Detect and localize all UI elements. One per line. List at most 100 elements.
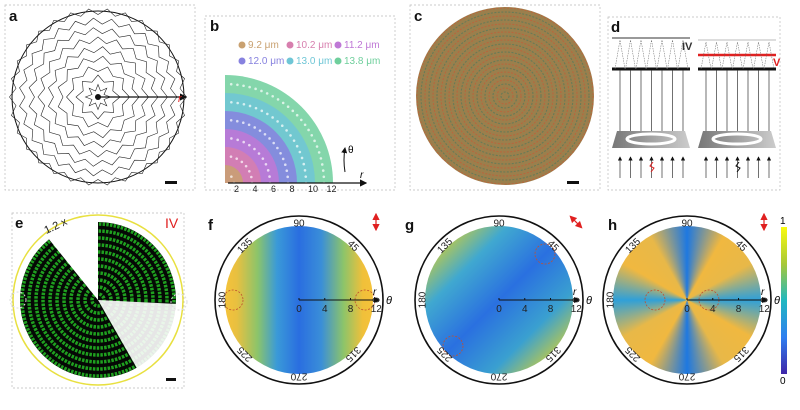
- meta-atom: [295, 113, 299, 117]
- r-tick-label: 12: [759, 304, 771, 315]
- meta-atom: [283, 163, 287, 167]
- ring: [424, 15, 586, 177]
- meta-atom: [268, 137, 271, 140]
- focused-beam: [656, 39, 668, 70]
- zigzag-ring: [66, 66, 130, 128]
- meta-atom: [321, 169, 325, 172]
- meta-atom: [230, 100, 233, 104]
- meta-atom: [236, 101, 239, 105]
- ring: [488, 79, 522, 113]
- cutout-wedge: [98, 300, 178, 370]
- metasurface-disk: [416, 7, 594, 185]
- annular-aperture: [711, 132, 763, 146]
- meta-atom: [265, 92, 269, 95]
- angle-label: 90: [681, 219, 693, 230]
- r-tick: 6: [271, 184, 276, 194]
- angle-label: 135: [623, 236, 643, 256]
- meta-atom: [299, 118, 303, 122]
- green-ring: [34, 236, 162, 364]
- focus-marker: [170, 293, 188, 311]
- legend-entry: 10.2 μm: [296, 40, 332, 51]
- ring: [472, 63, 538, 129]
- zigzag-ring: [48, 46, 149, 148]
- panel-b-quarter-disk: [225, 75, 333, 185]
- meta-atom: [276, 146, 279, 150]
- meta-atom: [248, 85, 251, 89]
- legend-entry: 13.8 μm: [344, 56, 380, 67]
- meta-atom: [241, 121, 245, 125]
- focused-beam: [667, 39, 678, 70]
- meta-atom: [292, 139, 296, 142]
- legend-swatch: [334, 57, 342, 65]
- angle-label: 180: [418, 291, 429, 308]
- zigzag-ring: [28, 27, 168, 167]
- meta-atom: [258, 129, 262, 132]
- panel-label-d: d: [611, 19, 620, 36]
- focused-beam: [635, 39, 647, 70]
- panel-label-e: e: [15, 215, 23, 232]
- green-ring: [27, 229, 169, 371]
- ring: [468, 59, 542, 133]
- meta-atom: [244, 164, 248, 168]
- meta-atom: [264, 163, 268, 166]
- meta-atom: [266, 112, 269, 116]
- meta-atom: [307, 128, 310, 132]
- legend-swatch: [238, 41, 246, 49]
- polarization-arrow-icon: [569, 215, 583, 229]
- panel-label-a: a: [9, 8, 18, 25]
- meta-atom: [313, 139, 316, 143]
- theta-label: θ: [774, 295, 780, 307]
- r-tick: 12: [327, 184, 337, 194]
- scale-bar: [567, 181, 579, 184]
- meta-atom: [280, 124, 284, 128]
- meta-atom: [320, 163, 324, 166]
- theta-label: θ: [586, 295, 592, 307]
- colorbar: [781, 227, 787, 374]
- green-ring: [41, 243, 155, 357]
- ring: [444, 35, 566, 157]
- r-tick-labels: 2 4 6 8 10 12: [234, 184, 337, 194]
- ring: [420, 11, 590, 181]
- r-tick-label: 4: [522, 304, 528, 315]
- meta-atom: [281, 101, 285, 105]
- ring: [448, 39, 562, 153]
- r-tick: 10: [308, 184, 318, 194]
- r-tick-label: 8: [348, 304, 354, 315]
- r-axis-label: r: [360, 170, 364, 181]
- meta-atom: [302, 162, 306, 166]
- r-axis-label: r: [761, 287, 765, 298]
- theta-arrow: [341, 147, 348, 173]
- legend-entry: 11.2 μm: [344, 40, 380, 51]
- meta-atom: [247, 123, 251, 127]
- ring: [440, 31, 570, 161]
- r-tick: 8: [290, 184, 295, 194]
- meta-atom: [276, 98, 280, 101]
- r-tick: 2: [234, 184, 239, 194]
- theta-label: θ: [386, 295, 392, 307]
- meta-atom: [242, 102, 246, 106]
- meta-atom: [300, 156, 304, 160]
- legend-entry: 12.0 μm: [248, 56, 284, 67]
- cutout-wedge: [48, 220, 98, 300]
- panel-d-frame: [607, 16, 781, 191]
- meta-atom: [303, 169, 307, 172]
- meta-atom: [263, 133, 267, 136]
- r-tick-label: 0: [496, 304, 502, 315]
- meta-atom: [261, 157, 265, 160]
- ring: [492, 83, 518, 109]
- colorbar-max: 1: [780, 216, 786, 227]
- meta-atom: [254, 106, 258, 110]
- zigzag-ring: [9, 8, 187, 186]
- angle-label: 225: [435, 344, 455, 364]
- r-tick-label: 8: [548, 304, 554, 315]
- focused-beam: [753, 41, 764, 70]
- meta-atom: [289, 134, 292, 137]
- panel-label-h: h: [608, 217, 617, 234]
- angle-label: 180: [218, 291, 229, 308]
- meta-atom: [257, 152, 261, 155]
- hotspot-marker: [644, 289, 666, 311]
- r-tick-label: 4: [710, 304, 716, 315]
- meta-atom: [248, 143, 251, 147]
- ring: [452, 43, 558, 149]
